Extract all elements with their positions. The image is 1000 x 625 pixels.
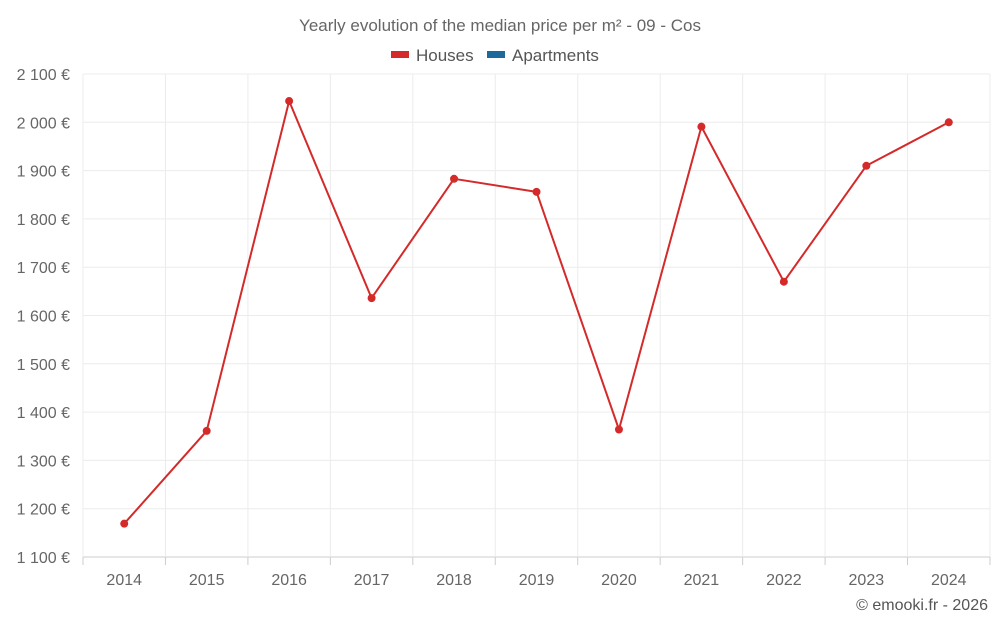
gridlines [82,73,991,558]
x-tick-label: 2017 [354,572,390,589]
series-houses [120,97,953,528]
x-tick-label: 2023 [849,572,885,589]
x-tick-label: 2019 [519,572,555,589]
data-point-houses[interactable] [202,426,211,435]
x-tick-label: 2022 [766,572,802,589]
y-tick-label: 1 600 € [17,309,70,326]
x-tick-label: 2015 [189,572,225,589]
data-point-houses[interactable] [285,97,294,106]
data-point-houses[interactable] [532,187,541,196]
credit-text: © emooki.fr - 2026 [856,597,988,614]
legend-label-houses: Houses [416,46,474,65]
data-point-houses[interactable] [944,118,953,127]
x-tick-label: 2020 [601,572,637,589]
y-tick-label: 1 200 € [17,502,70,519]
data-point-houses[interactable] [697,122,706,131]
y-tick-label: 2 100 € [17,67,70,84]
data-point-houses[interactable] [614,425,623,434]
y-tick-label: 1 900 € [17,164,70,181]
legend-item-apartments[interactable]: Apartments [487,46,599,65]
chart-title: Yearly evolution of the median price per… [299,16,701,35]
y-tick-label: 1 500 € [17,357,70,374]
x-tick-label: 2016 [271,572,307,589]
legend-swatch-apartments [487,51,505,58]
data-point-houses[interactable] [779,277,788,286]
data-point-houses[interactable] [450,174,459,183]
data-point-houses[interactable] [862,161,871,170]
legend: Houses Apartments [391,46,599,65]
y-tick-label: 1 300 € [17,453,70,470]
axes: 1 100 € 1 200 € 1 300 € 1 400 € 1 500 € 1 600… [17,67,991,589]
data-point-houses[interactable] [367,294,376,303]
legend-swatch-houses [391,51,409,58]
y-tick-label: 1 100 € [17,550,70,567]
legend-item-houses[interactable]: Houses [391,46,474,65]
y-tick-label: 1 700 € [17,260,70,277]
y-tick-label: 1 800 € [17,212,70,229]
x-tick-label: 2018 [436,572,472,589]
data-point-houses[interactable] [120,519,129,528]
y-tick-label: 1 400 € [17,405,70,422]
x-tick-label: 2014 [106,572,142,589]
x-tick-label: 2021 [684,572,720,589]
x-tick-label: 2024 [931,572,967,589]
y-tick-label: 2 000 € [17,115,70,132]
legend-label-apartments: Apartments [512,46,599,65]
